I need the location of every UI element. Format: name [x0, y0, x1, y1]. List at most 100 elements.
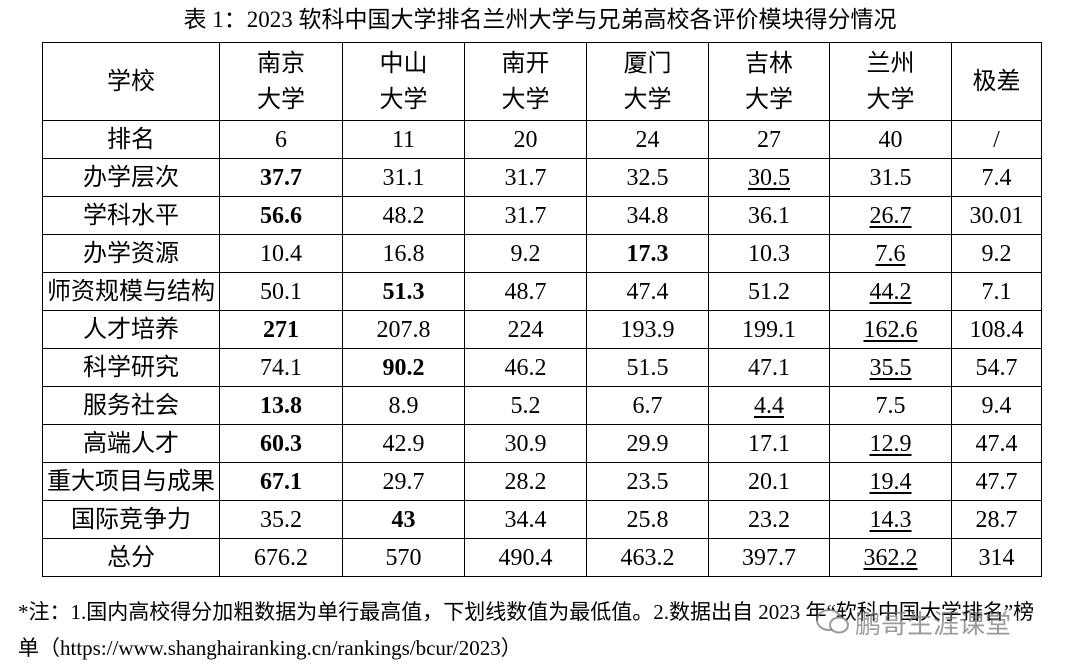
- table-row: 人才培养 271 207.8 224 193.9 199.1 162.6 108.4: [42, 310, 1042, 349]
- cell-text: 36.1: [748, 202, 790, 229]
- cell-text: 12.9: [869, 430, 912, 457]
- cell-text: 31.7: [504, 202, 547, 229]
- cell: 10.4: [219, 234, 343, 273]
- cell: 48.7: [464, 272, 587, 311]
- header-cell: 兰州 大学: [829, 42, 952, 121]
- cell: 676.2: [219, 538, 343, 577]
- cell-text: 9.2: [981, 240, 1012, 267]
- cell: 29.7: [342, 462, 465, 501]
- header-text: 兰州: [866, 50, 915, 77]
- cell-text: 224: [507, 316, 544, 343]
- cell: 14.3: [829, 500, 952, 539]
- table-row: 国际竞争力 35.2 43 34.4 25.8 23.2 14.3 28.7: [42, 500, 1042, 539]
- cell-text: 193.9: [620, 316, 675, 343]
- table-row: 办学层次 37.7 31.1 31.7 32.5 30.5 31.5 7.4: [42, 158, 1042, 197]
- cell-text: 490.4: [498, 544, 553, 571]
- cell: 314: [951, 538, 1042, 577]
- cell-text: 23.2: [748, 506, 790, 533]
- cell: 51.3: [342, 272, 465, 311]
- cell-text: 服务社会: [83, 392, 179, 419]
- header-cell: 学校: [42, 42, 220, 121]
- cell-text: 国际竞争力: [71, 506, 191, 533]
- cell-text: 总分: [107, 544, 155, 571]
- cell: 9.4: [951, 386, 1042, 425]
- row-label: 师资规模与结构: [42, 272, 220, 311]
- cell-text: 67.1: [260, 468, 302, 495]
- cell: 11: [342, 120, 465, 159]
- header-text: 大学: [257, 86, 305, 113]
- cell: 60.3: [219, 424, 343, 463]
- cell: 9.2: [464, 234, 587, 273]
- cell-text: 办学资源: [83, 240, 179, 267]
- cell: 7.5: [829, 386, 952, 425]
- cell-text: 54.7: [975, 354, 1018, 381]
- cell-text: 47.1: [748, 354, 790, 381]
- cell: 7.1: [951, 272, 1042, 311]
- cell: 13.8: [219, 386, 343, 425]
- header-text: 大学: [623, 86, 672, 113]
- header-text: 学校: [107, 68, 155, 95]
- cell-text: 6.7: [632, 392, 663, 419]
- cell: 29.9: [586, 424, 709, 463]
- cell-text: 28.7: [975, 506, 1018, 533]
- cell: 47.1: [708, 348, 830, 387]
- cell: 9.2: [951, 234, 1042, 273]
- header-text: 大学: [866, 86, 915, 113]
- cell-text: 31.7: [504, 164, 547, 191]
- cell: 47.4: [586, 272, 709, 311]
- cell-text: 47.4: [626, 278, 669, 305]
- header-text: 厦门: [623, 50, 672, 77]
- cell-text: 14.3: [869, 506, 912, 533]
- header-text: 南开: [501, 50, 550, 77]
- cell-text: 13.8: [260, 392, 302, 419]
- cell: 490.4: [464, 538, 587, 577]
- cell-text: 37.7: [260, 164, 302, 191]
- cell-text: 27: [757, 126, 781, 153]
- watermark: 鹏哥生涯课堂: [855, 610, 1012, 640]
- cell-text: 11: [391, 126, 416, 153]
- table-title: 表 1：2023 软科中国大学排名兰州大学与兄弟高校各评价模块得分情况: [183, 7, 897, 32]
- row-label: 办学层次: [42, 158, 220, 197]
- cell: 8.9: [342, 386, 465, 425]
- cell: 28.2: [464, 462, 587, 501]
- cell: 51.5: [586, 348, 709, 387]
- cell: 37.7: [219, 158, 343, 197]
- row-label: 办学资源: [42, 234, 220, 273]
- row-label: 排名: [42, 120, 220, 159]
- cell-text: 4.4: [754, 392, 784, 419]
- cell: 6.7: [586, 386, 709, 425]
- cell: 44.2: [829, 272, 952, 311]
- cell-text: 25.8: [626, 506, 669, 533]
- cell: 30.01: [951, 196, 1042, 235]
- cell-text: 9.4: [981, 392, 1012, 419]
- cell: 31.1: [342, 158, 465, 197]
- header-cell: 厦门 大学: [586, 42, 709, 121]
- cell-text: 35.5: [869, 354, 912, 381]
- cell-text: 师资规模与结构: [47, 278, 215, 305]
- cell: 20.1: [708, 462, 830, 501]
- cell-text: 47.7: [975, 468, 1018, 495]
- cell: 50.1: [219, 272, 343, 311]
- cell: 30.9: [464, 424, 587, 463]
- cell-text: 学科水平: [83, 202, 179, 229]
- cell-text: 17.1: [748, 430, 790, 457]
- cell: 162.6: [829, 310, 952, 349]
- cell-text: 20: [513, 126, 538, 153]
- cell-text: 26.7: [869, 202, 912, 229]
- cell: 362.2: [829, 538, 952, 577]
- table-row: 师资规模与结构 50.1 51.3 48.7 47.4 51.2 44.2 7.1: [42, 272, 1042, 311]
- cell-text: 51.3: [382, 278, 425, 305]
- cell-text: 74.1: [260, 354, 302, 381]
- header-cell: 吉林 大学: [708, 42, 830, 121]
- header-text: 吉林: [745, 50, 793, 77]
- cell: 6: [219, 120, 343, 159]
- cell: 199.1: [708, 310, 830, 349]
- cell-text: 17.3: [626, 240, 669, 267]
- cell: 35.2: [219, 500, 343, 539]
- cell-text: 397.7: [742, 544, 796, 571]
- watermark-icon: [816, 609, 849, 634]
- cell: 463.2: [586, 538, 709, 577]
- score-table: 学校 南京 大学 中山 大学 南开 大学 厦门 大学 吉林 大学 兰州 大学 极差 排名 6 11 20 24 27 4…: [42, 42, 1042, 577]
- cell-text: 47.4: [975, 430, 1018, 457]
